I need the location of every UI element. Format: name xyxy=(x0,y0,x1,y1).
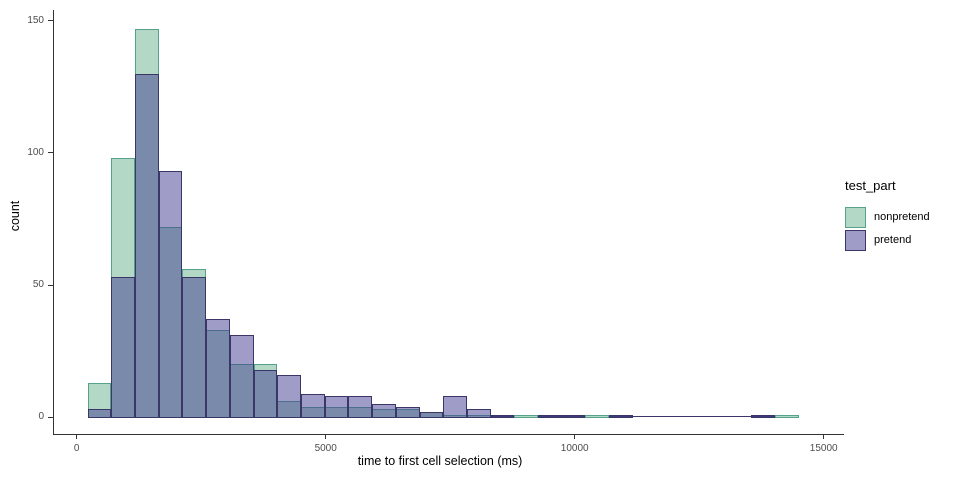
y-tick xyxy=(48,284,53,286)
bar-pretend xyxy=(561,414,586,419)
legend-title: test_part xyxy=(845,178,896,193)
bar-pretend xyxy=(87,409,112,419)
bar-pretend xyxy=(609,414,633,419)
bar-pretend xyxy=(111,277,136,419)
x-axis-line xyxy=(53,433,844,435)
bar-pretend xyxy=(206,319,230,419)
bar-pretend xyxy=(135,73,159,419)
bar-pretend xyxy=(490,414,515,419)
bar-pretend xyxy=(372,404,396,419)
y-tick-label: 50 xyxy=(32,279,44,291)
bar-pretend xyxy=(466,409,491,419)
y-tick-label: 150 xyxy=(27,14,44,26)
y-tick xyxy=(48,20,53,22)
bar-pretend xyxy=(538,414,562,419)
bar-pretend xyxy=(277,374,301,419)
bar-nonpretend xyxy=(514,414,539,419)
x-tick-label: 0 xyxy=(73,442,80,454)
legend-label: pretend xyxy=(874,234,912,246)
x-tick-label: 10000 xyxy=(560,442,589,454)
legend-entry-pretend: pretend xyxy=(845,229,957,251)
bar-pretend xyxy=(419,412,444,419)
x-axis-title: time to first cell selection (ms) xyxy=(357,454,523,468)
bar-pretend xyxy=(300,393,325,419)
x-tick xyxy=(574,433,576,439)
bar-pretend xyxy=(751,414,776,419)
x-tick-label: 15000 xyxy=(809,442,838,454)
y-axis-title: count xyxy=(8,200,22,232)
y-tick-label: 0 xyxy=(38,411,44,423)
legend-swatch-pretend xyxy=(845,229,866,251)
bar-pretend xyxy=(229,335,254,419)
y-tick-label: 100 xyxy=(27,146,44,158)
y-axis-line xyxy=(53,10,54,434)
bar-nonpretend xyxy=(775,414,799,419)
bar-pretend xyxy=(253,369,278,419)
legend: test_part nonpretend pretend xyxy=(845,178,957,252)
bar-pretend xyxy=(395,406,420,419)
y-tick xyxy=(48,416,53,418)
bar-pretend xyxy=(158,171,183,419)
legend-label: nonpretend xyxy=(874,211,930,223)
x-tick xyxy=(325,433,327,439)
legend-swatch-nonpretend xyxy=(845,206,866,228)
legend-entry-nonpretend: nonpretend xyxy=(845,206,957,228)
bar-pretend xyxy=(324,396,349,419)
bar-pretend xyxy=(443,396,467,419)
bar-pretend xyxy=(182,277,207,419)
y-tick xyxy=(48,152,53,154)
x-tick xyxy=(823,433,825,439)
legend-entries: nonpretend pretend xyxy=(845,206,957,251)
bar-pretend xyxy=(348,396,373,419)
x-tick xyxy=(76,433,78,439)
bar-nonpretend xyxy=(585,414,610,419)
x-tick-label: 5000 xyxy=(314,442,337,454)
